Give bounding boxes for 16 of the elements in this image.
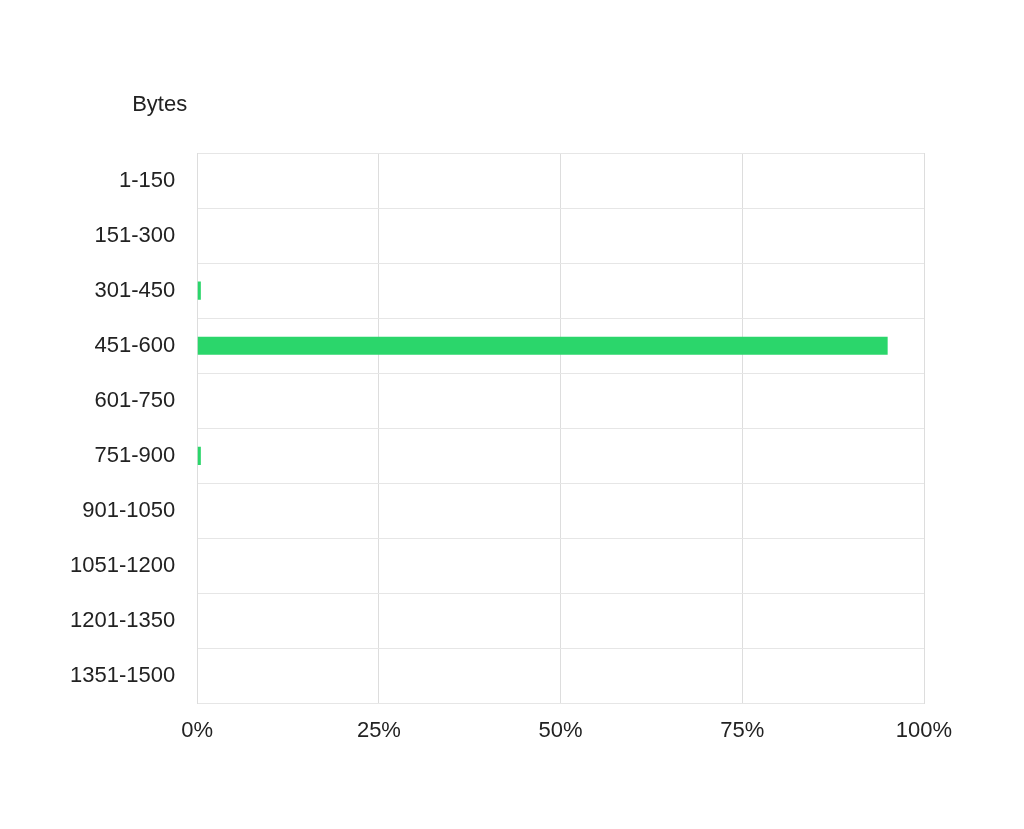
y-tick-label: 901-1050 <box>82 496 176 522</box>
x-tick-label: 25% <box>356 716 401 742</box>
y-tick-label: 301-450 <box>94 276 176 302</box>
y-tick-label: 751-900 <box>94 441 176 467</box>
y-tick-label: 1351-1500 <box>69 662 176 688</box>
x-tick-label: 75% <box>720 716 765 742</box>
x-tick-label: 0% <box>181 716 214 742</box>
y-tick-label: 151-300 <box>94 221 176 247</box>
y-tick-label: 1-150 <box>118 166 176 192</box>
x-tick-label: 100% <box>895 716 953 742</box>
y-tick-label: 1051-1200 <box>69 552 176 578</box>
y-tick-label: 451-600 <box>94 331 176 357</box>
y-tick-label: 601-750 <box>94 386 176 412</box>
x-tick-label: 50% <box>538 716 583 742</box>
y-tick-label: 1201-1350 <box>69 607 176 633</box>
y-axis-title: Bytes <box>132 91 188 117</box>
